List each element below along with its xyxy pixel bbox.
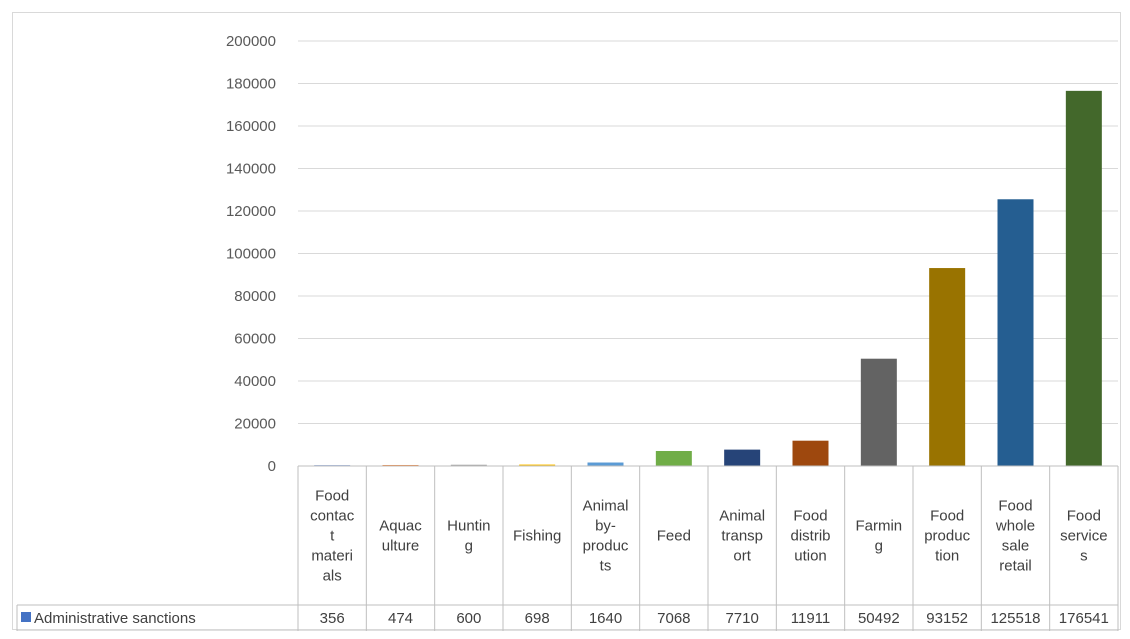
bar <box>382 464 419 466</box>
x-category-label: Feed <box>657 528 691 545</box>
y-tick-label: 160000 <box>226 118 276 135</box>
data-table-value: 11911 <box>791 610 831 627</box>
bar <box>792 440 829 466</box>
y-tick-label: 0 <box>268 458 276 475</box>
legend-key <box>21 612 31 622</box>
y-tick-label: 60000 <box>234 331 276 348</box>
data-table-value: 93152 <box>926 610 968 627</box>
bar <box>655 450 692 466</box>
data-table-value: 1640 <box>589 610 622 627</box>
x-category-label: Fishing <box>513 528 561 545</box>
y-tick-label: 180000 <box>226 76 276 93</box>
data-table-value: 7710 <box>725 610 758 627</box>
x-category-label: Food distrib ution <box>790 508 830 565</box>
bar-chart: 0 20000 40000 60000 80000 100000 120000 140000 1… <box>16 33 1119 631</box>
data-table-value: 474 <box>388 610 413 627</box>
x-category-label: Farmin g <box>855 518 902 555</box>
data-table-value: 125518 <box>990 610 1040 627</box>
data-table-value: 356 <box>320 610 345 627</box>
bar <box>519 464 556 466</box>
x-category-label: Aquac ulture <box>379 518 422 555</box>
y-tick-label: 80000 <box>234 288 276 305</box>
data-table-value: 50492 <box>858 610 900 627</box>
y-tick-label: 120000 <box>226 203 276 220</box>
data-table-value: 698 <box>525 610 550 627</box>
chart-frame: 0 20000 40000 60000 80000 100000 120000 140000 1… <box>12 12 1121 631</box>
y-tick-label: 140000 <box>226 161 276 178</box>
x-category-label: Food produc tion <box>924 508 970 565</box>
legend-label: Administrative sanctions <box>34 610 196 627</box>
y-tick-label: 20000 <box>234 416 276 433</box>
x-category-label: Food service s <box>1060 508 1108 565</box>
y-tick-label: 200000 <box>226 33 276 50</box>
x-category-label: Food contac t materi als <box>310 488 355 585</box>
bar <box>929 268 966 466</box>
x-category-label: Food whole sale retail <box>995 498 1035 575</box>
x-category-label: Animal transp ort <box>719 508 765 565</box>
bar <box>724 449 761 466</box>
bar <box>860 358 897 466</box>
bar <box>1065 90 1102 466</box>
data-table-value: 600 <box>456 610 481 627</box>
bar <box>997 199 1034 467</box>
data-table-value: 7068 <box>657 610 690 627</box>
x-category-label: Huntin g <box>447 518 490 555</box>
data-table-value: 176541 <box>1059 610 1109 627</box>
y-tick-label: 100000 <box>226 246 276 263</box>
bar <box>450 464 487 466</box>
bar <box>587 462 624 466</box>
x-category-label: Animal by-produc ts <box>583 498 629 575</box>
y-tick-label: 40000 <box>234 373 276 390</box>
